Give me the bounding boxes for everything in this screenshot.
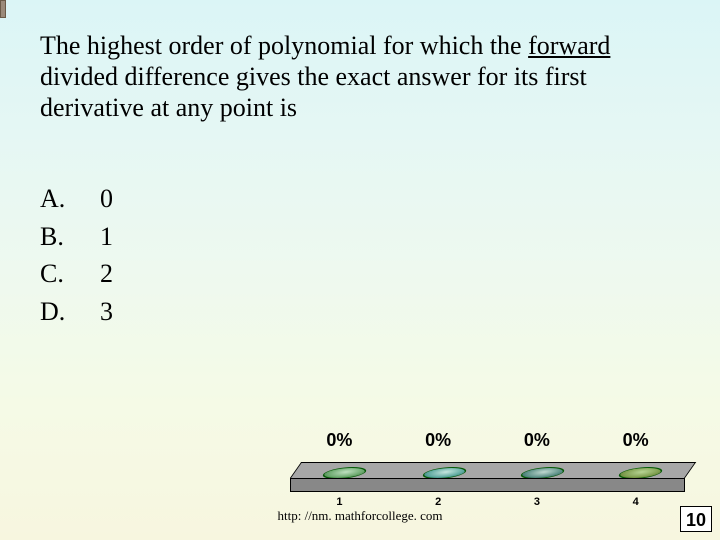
question-post: divided difference gives the exact answe… (40, 62, 587, 122)
axis-label: 2 (389, 496, 488, 508)
option-letter: C. (40, 255, 100, 293)
percent-label: 0% (586, 430, 685, 451)
platform-front (290, 478, 685, 492)
percent-label: 0% (488, 430, 587, 451)
footer-url: http: //nm. mathforcollege. com (0, 508, 720, 524)
option-value: 3 (100, 293, 113, 331)
option-d[interactable]: D. 3 (40, 293, 113, 331)
option-value: 1 (100, 218, 113, 256)
corner-tab (0, 0, 6, 18)
axis-label: 1 (290, 496, 389, 508)
option-letter: D. (40, 293, 100, 331)
option-b[interactable]: B. 1 (40, 218, 113, 256)
percent-label: 0% (389, 430, 488, 451)
slide-number: 10 (680, 506, 712, 532)
question-text: The highest order of polynomial for whic… (40, 30, 680, 124)
answer-options: A. 0 B. 1 C. 2 D. 3 (40, 180, 113, 331)
option-value: 0 (100, 180, 113, 218)
percent-label: 0% (290, 430, 389, 451)
axis-label: 4 (586, 496, 685, 508)
question-pre: The highest order of polynomial for whic… (40, 31, 528, 60)
platform-top (290, 462, 696, 478)
response-chart: 0% 0% 0% 0% 1 2 3 4 (290, 430, 685, 520)
percent-labels: 0% 0% 0% 0% (290, 430, 685, 451)
option-letter: A. (40, 180, 100, 218)
question-underlined: forward (528, 31, 610, 60)
axis-labels: 1 2 3 4 (290, 496, 685, 508)
axis-label: 3 (488, 496, 587, 508)
option-c[interactable]: C. 2 (40, 255, 113, 293)
option-a[interactable]: A. 0 (40, 180, 113, 218)
option-letter: B. (40, 218, 100, 256)
chart-platform (290, 462, 685, 492)
option-value: 2 (100, 255, 113, 293)
